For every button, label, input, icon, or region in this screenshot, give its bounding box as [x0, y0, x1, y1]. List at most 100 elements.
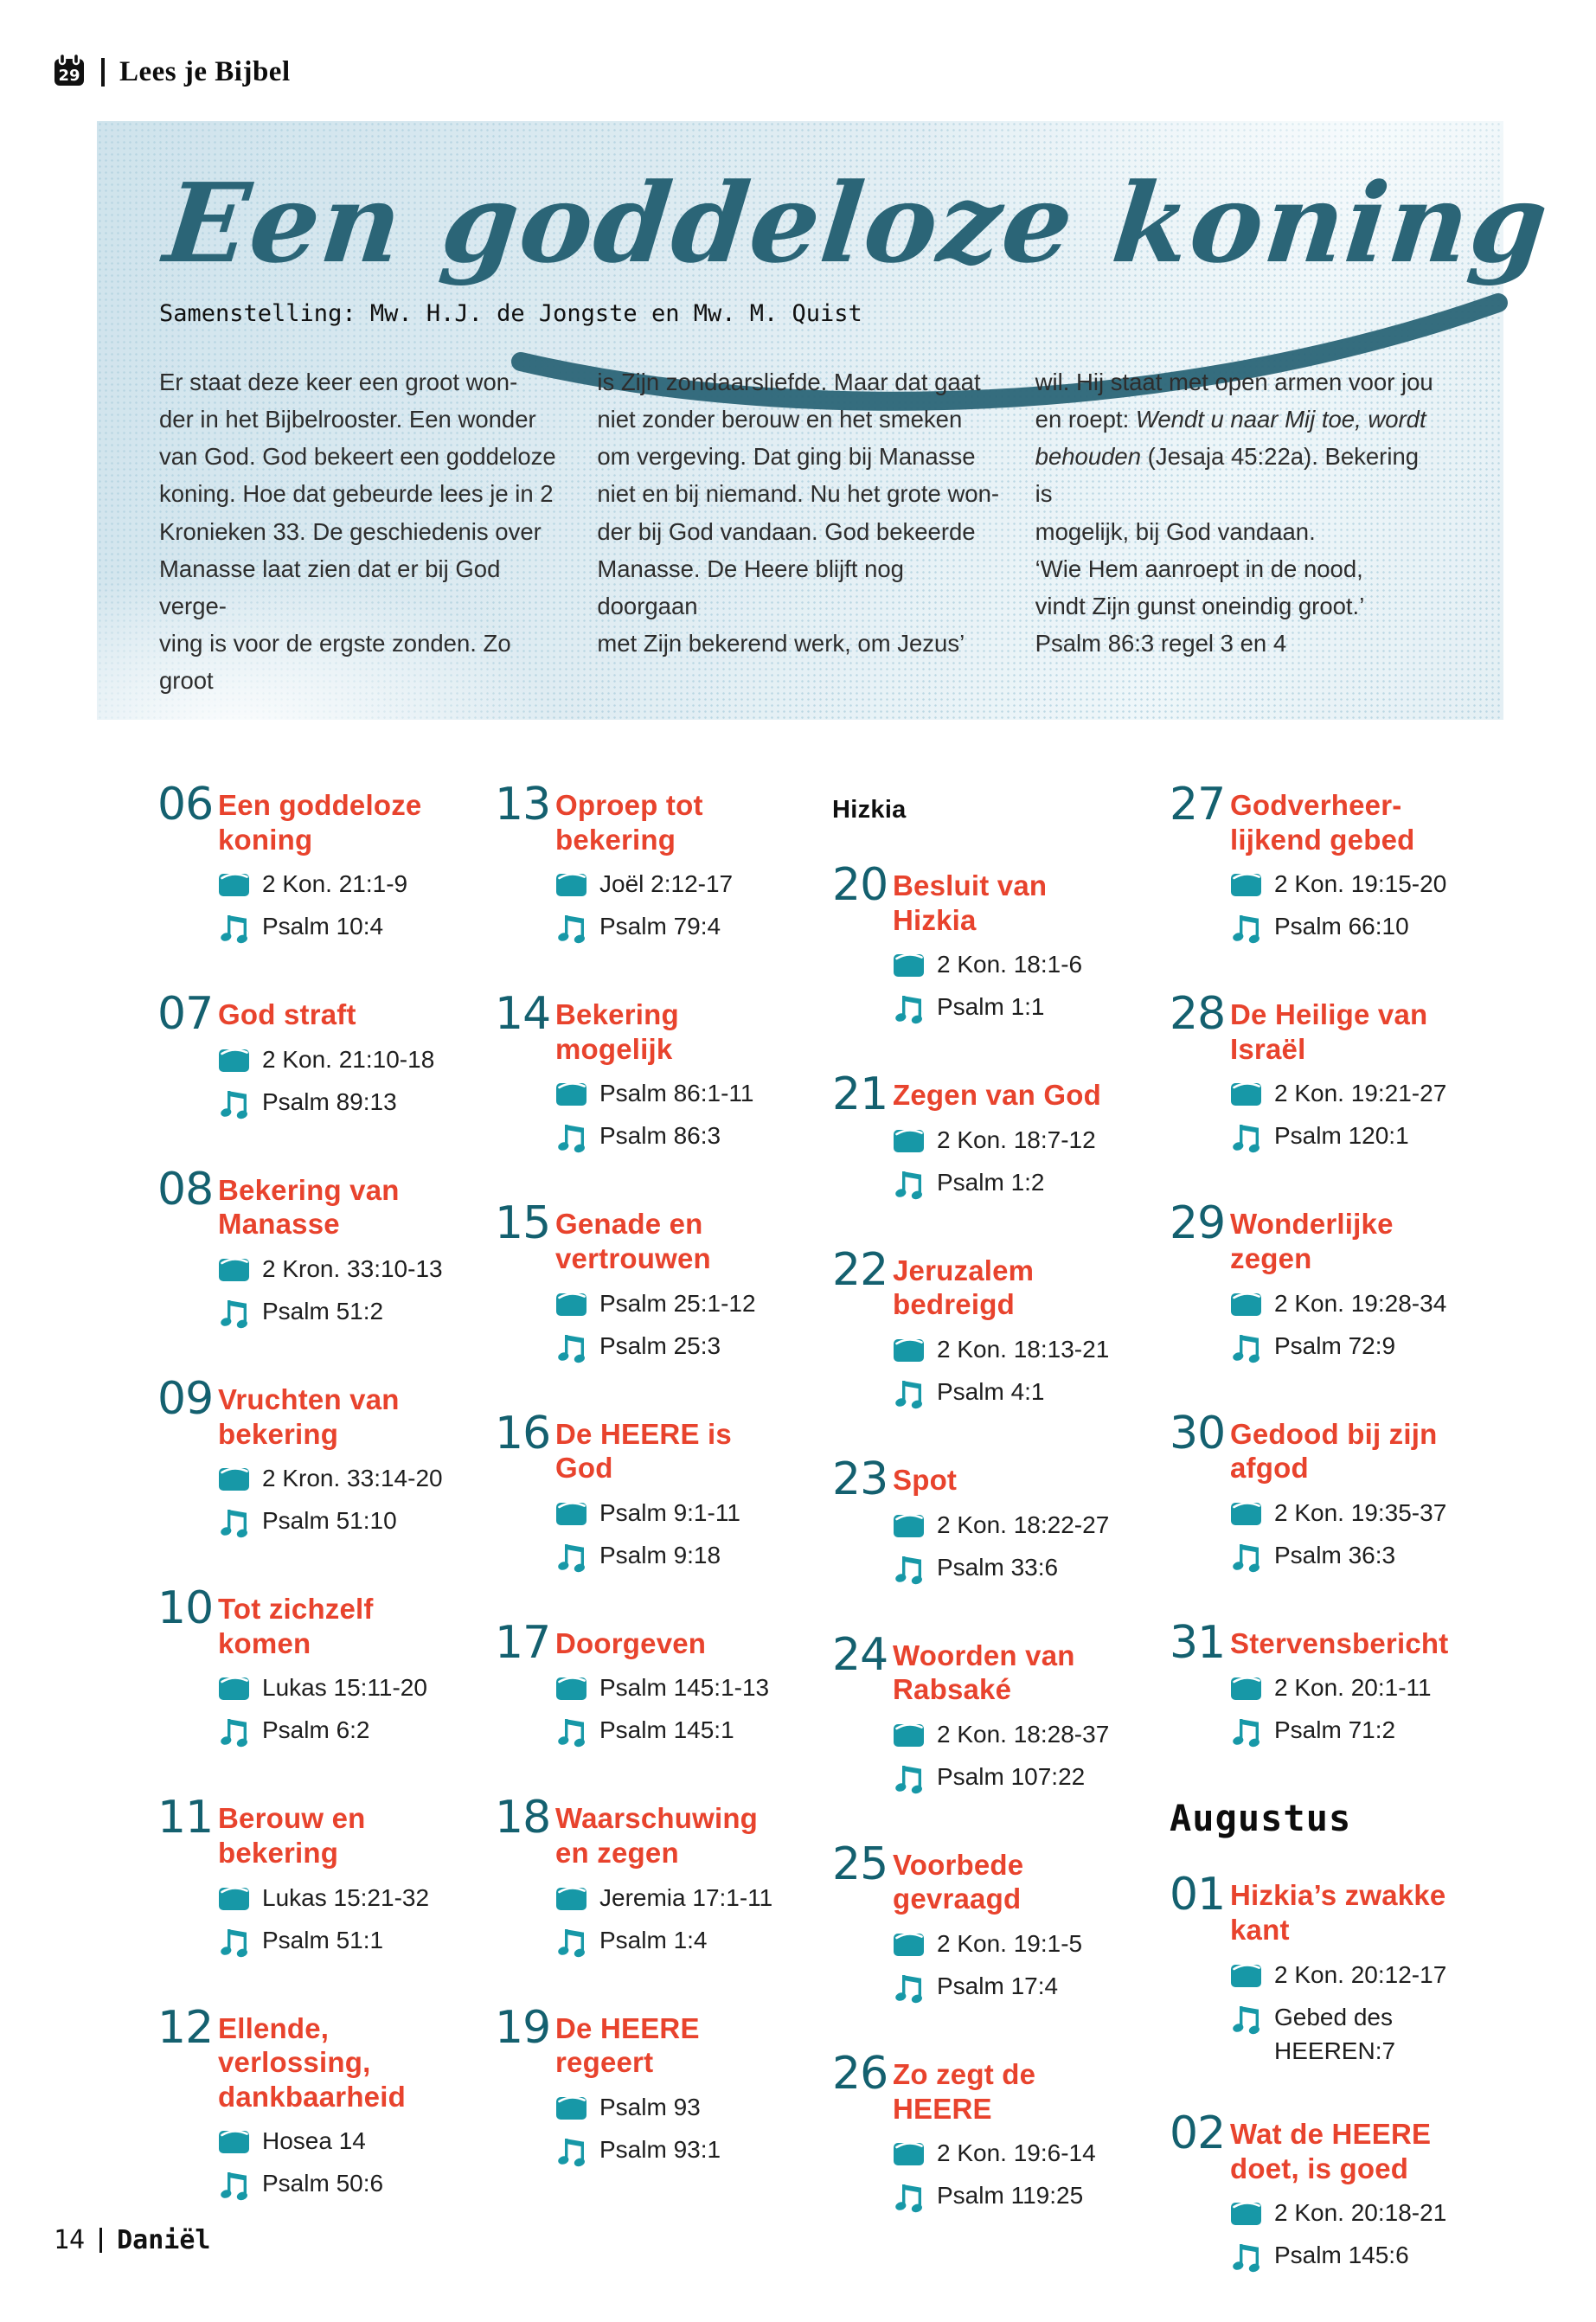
psalm-reference: Psalm 6:2: [262, 1716, 370, 1744]
bible-reading-row: 2 Kon. 21:1-9: [218, 867, 421, 901]
book-icon: [1230, 1076, 1263, 1111]
psalm-reference: Psalm 1:2: [937, 1168, 1045, 1196]
entry-body: Stervensbericht 2 Kon. 20:1-11 Psalm 71:2: [1230, 1622, 1448, 1753]
psalm-reference: Psalm 33:6: [937, 1553, 1059, 1581]
entry-body: Genade en vertrouwen Psalm 25:1-12 Psalm 2…: [555, 1203, 756, 1367]
music-note-icon: [555, 1329, 588, 1368]
psalm-singing-row: Psalm 50:6: [218, 2166, 406, 2205]
day-number: 10: [157, 1582, 214, 1635]
entry-body: Bekering van Manasse 2 Kron. 33:10-13 Psal…: [218, 1169, 443, 1333]
references: Lukas 15:11-20 Psalm 6:2: [218, 1671, 427, 1752]
day-number: 21: [832, 1068, 888, 1121]
day-number: 19: [495, 2001, 551, 2054]
schedule-entry: 19 De HEERE regeert Psalm 93 Psalm 93:1: [495, 2001, 796, 2171]
day-title: Een goddeloze koning: [218, 789, 422, 856]
reading-reference: Psalm 9:1-11: [599, 1498, 740, 1526]
reading-reference: 2 Kon. 18:22-27: [937, 1511, 1110, 1538]
music-note-icon: [218, 1085, 251, 1124]
reading-reference: 2 Kon. 18:1-6: [937, 951, 1083, 978]
schedule-entry: 08 Bekering van Manasse 2 Kron. 33:10-13 Ps…: [157, 1167, 458, 1333]
music-note-icon: [555, 1713, 588, 1752]
book-icon: [1230, 1671, 1263, 1705]
book-icon: [1230, 1496, 1263, 1530]
page-footer: 14 Daniël: [54, 2225, 211, 2255]
day-title: Waarschuwing en zegen: [555, 1802, 759, 1869]
psalm-singing-row: Psalm 119:25: [893, 2178, 1096, 2217]
byline: Samenstelling: Mw. H.J. de Jongste en Mw…: [159, 299, 862, 327]
psalm-singing-row: Psalm 71:2: [1230, 1713, 1448, 1752]
day-number: 30: [1170, 1407, 1226, 1459]
psalm-reference: Psalm 72:9: [1274, 1331, 1396, 1359]
entry-body: Gedood bij zijn afgod 2 Kon. 19:35-37 Psal…: [1230, 1413, 1446, 1577]
schedule-entry: 13 Oproep tot bekering Joël 2:12-17 Psalm 7…: [495, 782, 796, 948]
reading-reference: 2 Kon. 18:28-37: [937, 1720, 1110, 1748]
day-title: Tot zichzelf komen: [218, 1593, 374, 1659]
day-number: 29: [1170, 1197, 1226, 1250]
music-note-icon: [218, 1504, 251, 1543]
day-title: Berouw en bekering: [218, 1802, 366, 1869]
psalm-singing-row: Psalm 51:2: [218, 1294, 443, 1333]
bible-reading-row: 2 Kon. 21:10-18: [218, 1042, 434, 1077]
bible-reading-row: Hosea 14: [218, 2124, 406, 2158]
day-title: Stervensbericht: [1230, 1626, 1449, 1659]
schedule-entry: 06 Een goddeloze koning 2 Kon. 21:1-9 Psalm…: [157, 782, 458, 948]
bible-reading-row: 2 Kon. 18:28-37: [893, 1717, 1109, 1752]
bible-reading-row: 2 Kon. 19:6-14: [893, 2136, 1096, 2171]
music-note-icon: [893, 990, 926, 1029]
day-number: 23: [832, 1453, 888, 1505]
day-title: Godverheer- lijkend gebed: [1230, 789, 1415, 856]
entry-body: Wonderlijke zegen 2 Kon. 19:28-34 Psalm 72…: [1230, 1203, 1446, 1367]
book-icon: [218, 1042, 251, 1077]
day-number: 25: [832, 1838, 888, 1890]
day-number: 20: [832, 859, 888, 911]
book-icon: [893, 1123, 926, 1158]
book-icon: [1230, 1286, 1263, 1321]
schedule-entry: 10 Tot zichzelf komen Lukas 15:11-20 Psalm …: [157, 1582, 458, 1752]
schedule-entry: 09 Vruchten van bekering 2 Kron. 33:14-20 P…: [157, 1376, 458, 1543]
day-number: 02: [1170, 2107, 1226, 2159]
calendar-29-icon: 29: [52, 52, 87, 93]
psalm-reference: Psalm 145:6: [1274, 2242, 1409, 2269]
bible-reading-row: Psalm 9:1-11: [555, 1496, 796, 1530]
bible-reading-row: 2 Kron. 33:10-13: [218, 1252, 443, 1286]
schedule-entry: 22 Jeruzalem bedreigd 2 Kon. 18:13-21 Psalm…: [832, 1248, 1133, 1414]
intro-column-2: is Zijn zondaarsliefde. Maar dat gaat ni…: [597, 368, 1000, 657]
schedule-entry: 24 Woorden van Rabsaké 2 Kon. 18:28-37 Psal…: [832, 1632, 1133, 1799]
entry-body: Berouw en bekering Lukas 15:21-32 Psalm 51…: [218, 1797, 429, 1961]
bible-reading-row: Psalm 93: [555, 2090, 721, 2125]
references: Joël 2:12-17 Psalm 79:4: [555, 867, 733, 948]
schedule-entry: 21 Zegen van God 2 Kon. 18:7-12 Psalm 1:2: [832, 1068, 1133, 1204]
schedule-entry: 30 Gedood bij zijn afgod 2 Kon. 19:35-37 Ps…: [1170, 1407, 1471, 1577]
day-title: Ellende, verlossing, dankbaarheid: [218, 2011, 406, 2113]
book-icon: [555, 1286, 588, 1321]
book-icon: [218, 2124, 251, 2158]
references: Hosea 14 Psalm 50:6: [218, 2124, 406, 2205]
music-note-icon: [1230, 2000, 1263, 2039]
references: 2 Kon. 20:12-17 Gebed des HEEREN:7: [1230, 1958, 1446, 2068]
schedule-entry: 29 Wonderlijke zegen 2 Kon. 19:28-34 Psalm …: [1170, 1197, 1471, 1367]
book-icon: [893, 1508, 926, 1543]
schedule-entry: 27 Godverheer- lijkend gebed 2 Kon. 19:15-…: [1170, 782, 1471, 948]
entry-body: Hizkia’s zwakke kant 2 Kon. 20:12-17 Gebed…: [1230, 1874, 1446, 2068]
music-note-icon: [893, 1969, 926, 2008]
day-number: 01: [1170, 1869, 1226, 1921]
entry-body: Zo zegt de HEERE 2 Kon. 19:6-14 Psalm 119:…: [893, 2053, 1096, 2217]
day-title: Wonderlijke zegen: [1230, 1208, 1394, 1274]
music-note-icon: [1230, 1713, 1263, 1752]
schedule-entry: 12 Ellende, verlossing, dankbaarheid Hosea…: [157, 2005, 458, 2206]
book-icon: [218, 1881, 251, 1915]
schedule-grid: 06 Een goddeloze koning 2 Kon. 21:1-9 Psalm…: [157, 782, 1471, 2322]
music-note-icon: [218, 1294, 251, 1333]
references: 2 Kon. 19:28-34 Psalm 72:9: [1230, 1286, 1446, 1368]
intro-column-3-rest: (Jesaja 45:22a). Bekering is mogelijk, b…: [1035, 443, 1420, 657]
reading-reference: Psalm 86:1-11: [599, 1080, 754, 1107]
bible-reading-row: 2 Kron. 33:14-20: [218, 1461, 443, 1496]
psalm-singing-row: Psalm 33:6: [893, 1550, 1109, 1589]
references: 2 Kon. 19:1-5 Psalm 17:4: [893, 1927, 1082, 2008]
page-number: 14: [54, 2225, 86, 2255]
book-icon: [555, 1881, 588, 1915]
music-note-icon: [218, 1923, 251, 1962]
references: 2 Kon. 21:1-9 Psalm 10:4: [218, 867, 421, 948]
day-title: De HEERE is God: [555, 1417, 732, 1485]
music-note-icon: [218, 2166, 251, 2205]
